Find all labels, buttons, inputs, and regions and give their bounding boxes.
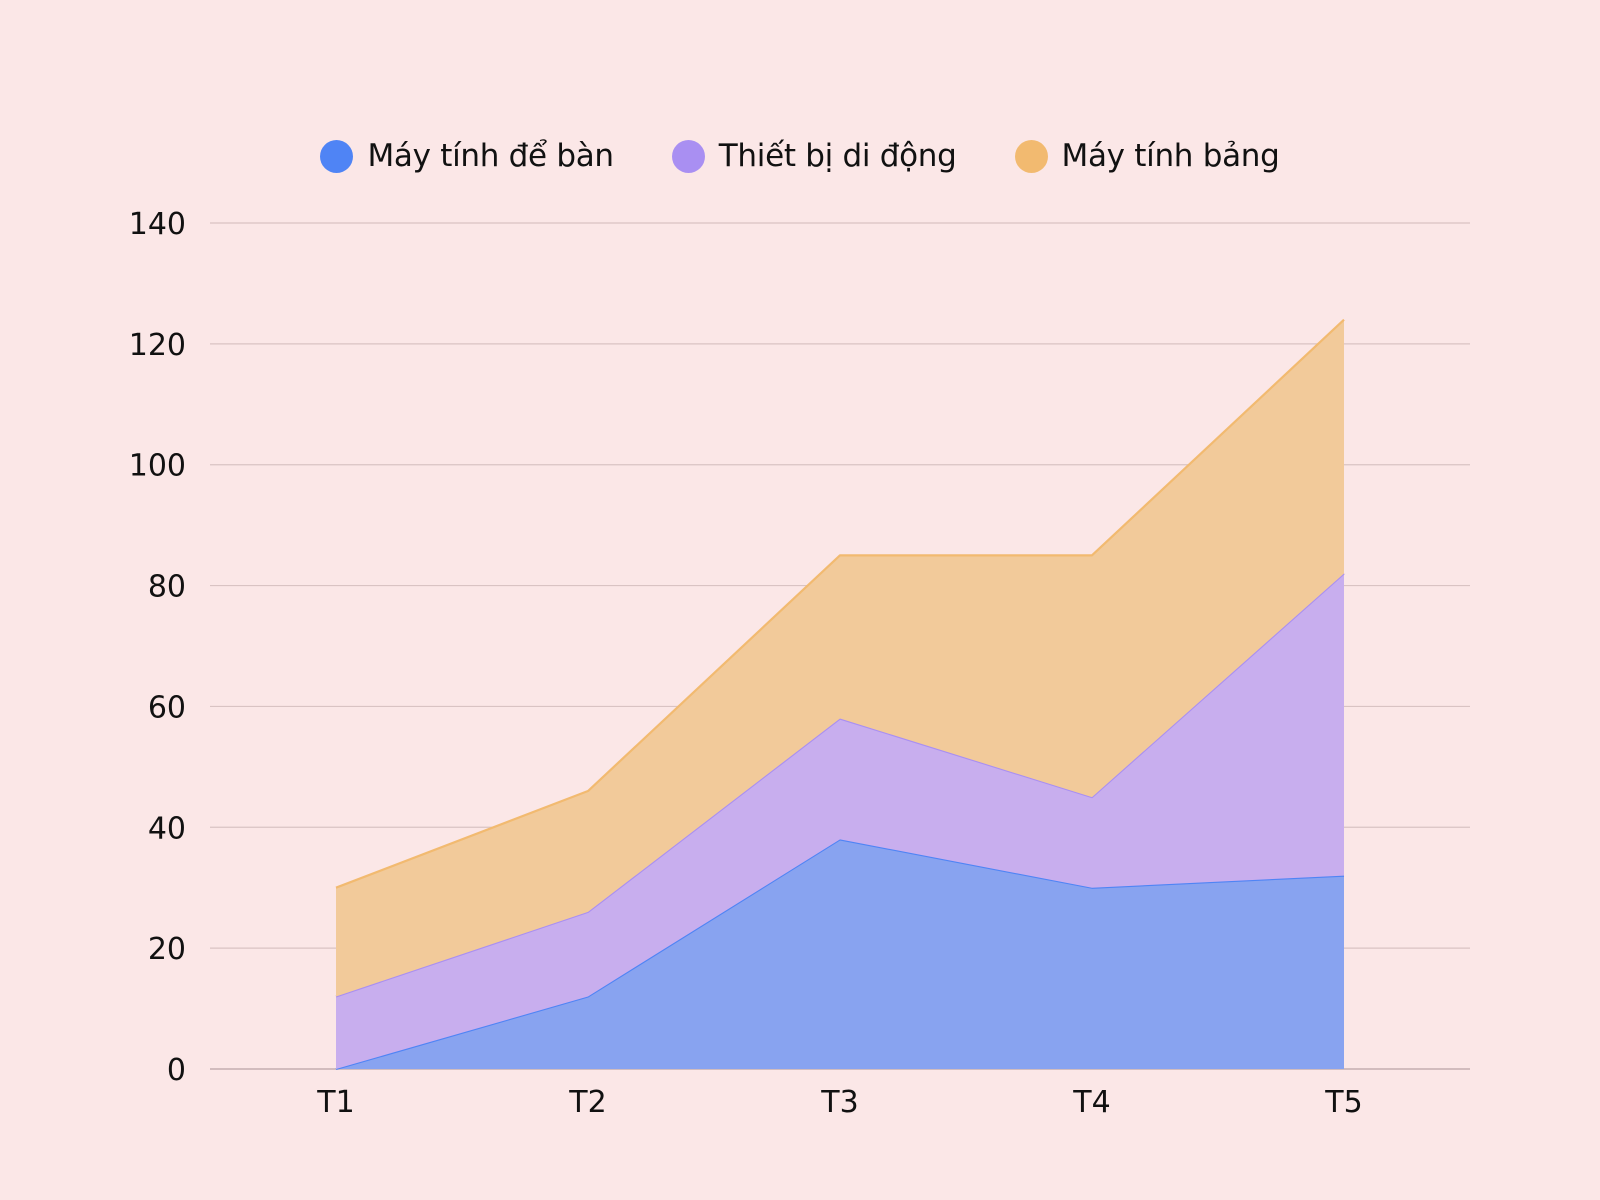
y-tick-label: 20 — [148, 932, 186, 967]
area-fill-series-1 — [336, 573, 1344, 1069]
legend-item-mobile[interactable]: Thiết bị di động — [671, 138, 957, 174]
y-axis-labels: 0 20 40 60 80 100 120 140 — [129, 207, 186, 1088]
chart-legend: Máy tính để bàn Thiết bị di động Máy tín… — [0, 138, 1600, 174]
area-line-series-2 — [335, 318, 1345, 889]
area-series — [335, 318, 1345, 1071]
legend-dot-mobile-icon — [671, 139, 705, 173]
legend-label-tablet: Máy tính bảng — [1061, 138, 1280, 174]
y-tick-label: 0 — [167, 1053, 186, 1088]
area-fill-series-0 — [336, 839, 1344, 1069]
y-tick-label: 140 — [129, 207, 186, 242]
legend-item-desktop[interactable]: Máy tính để bàn — [320, 138, 614, 174]
y-tick-label: 60 — [148, 690, 186, 725]
x-tick-label: T3 — [820, 1085, 858, 1120]
y-tick-label: 40 — [148, 811, 186, 846]
x-tick-label: T5 — [1324, 1085, 1362, 1120]
area-fill-series-2 — [336, 319, 1344, 997]
legend-label-mobile: Thiết bị di động — [718, 138, 957, 174]
x-tick-label: T4 — [1072, 1085, 1110, 1120]
x-tick-label: T1 — [316, 1085, 354, 1120]
legend-dot-tablet-icon — [1014, 139, 1048, 173]
legend-item-tablet[interactable]: Máy tính bảng — [1014, 138, 1280, 174]
y-tick-label: 120 — [129, 328, 186, 363]
y-tick-label: 80 — [148, 570, 186, 605]
x-axis-labels: T1 T2 T3 T4 T5 — [316, 1085, 1362, 1120]
legend-dot-desktop-icon — [320, 139, 354, 173]
x-tick-label: T2 — [568, 1085, 606, 1120]
legend-label-desktop: Máy tính để bàn — [367, 138, 614, 174]
y-tick-label: 100 — [129, 449, 186, 484]
